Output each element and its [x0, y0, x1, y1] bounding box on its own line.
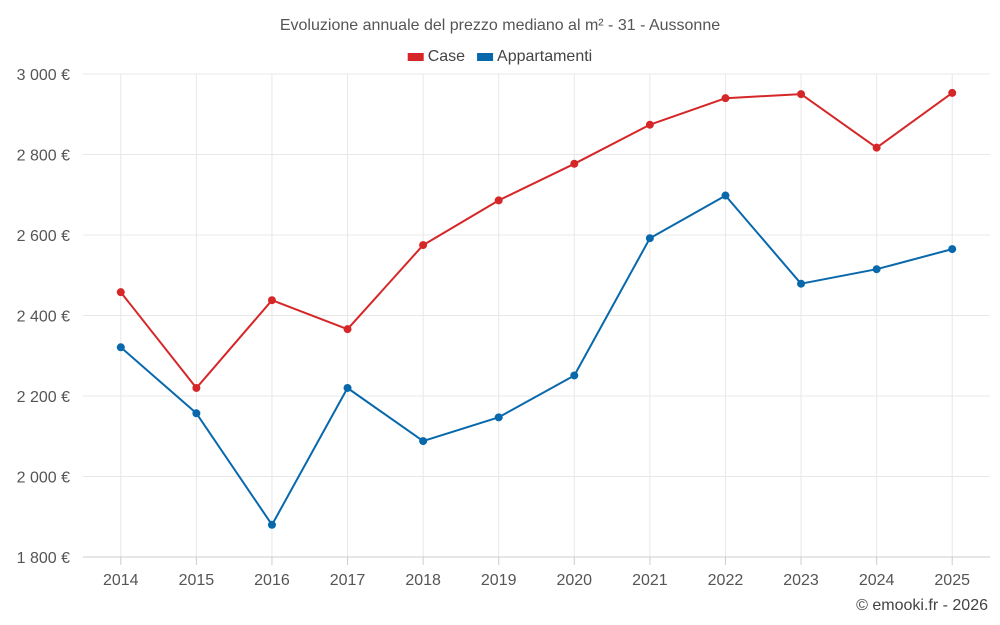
data-point-case[interactable]: [192, 383, 201, 392]
chart-title: Evoluzione annuale del prezzo mediano al…: [280, 17, 720, 34]
x-tick-label: 2019: [481, 572, 517, 589]
y-tick-label: 1 800 €: [17, 550, 70, 567]
x-tick-label: 2022: [708, 572, 744, 589]
data-point-case[interactable]: [267, 296, 276, 305]
data-point-case[interactable]: [570, 159, 579, 168]
x-tick-label: 2024: [859, 572, 895, 589]
legend-label: Appartamenti: [497, 48, 592, 65]
data-point-case[interactable]: [116, 288, 125, 297]
data-point-appartamenti[interactable]: [343, 383, 352, 392]
series-line-case: [120, 92, 953, 389]
data-point-case[interactable]: [494, 196, 503, 205]
data-point-appartamenti[interactable]: [116, 343, 125, 352]
x-tick-label: 2023: [783, 572, 819, 589]
data-point-appartamenti[interactable]: [570, 371, 579, 380]
y-tick-label: 3 000 €: [17, 67, 70, 84]
x-tick-label: 2018: [405, 572, 441, 589]
data-point-appartamenti[interactable]: [797, 279, 806, 288]
data-point-case[interactable]: [721, 94, 730, 103]
x-tick-label: 2020: [556, 572, 592, 589]
y-axis: 1 800 € 2 000 € 2 200 € 2 400 € 2 600 € 2 800…: [17, 67, 70, 567]
x-tick-label: 2014: [103, 572, 139, 589]
y-tick-label: 2 600 €: [17, 228, 70, 245]
y-tick-label: 2 200 €: [17, 389, 70, 406]
data-point-case[interactable]: [419, 241, 428, 250]
y-tick-label: 2 000 €: [17, 470, 70, 487]
data-point-appartamenti[interactable]: [419, 437, 428, 446]
legend-item-case[interactable]: Case: [407, 48, 465, 65]
legend-swatch: [477, 53, 494, 61]
data-point-case[interactable]: [797, 90, 806, 99]
series-group: [116, 88, 957, 529]
data-point-appartamenti[interactable]: [645, 234, 654, 243]
y-tick-label: 2 800 €: [17, 148, 70, 165]
data-point-appartamenti[interactable]: [494, 413, 503, 422]
grid: [83, 73, 990, 557]
legend-label: Case: [428, 48, 465, 65]
x-axis: 2014 2015 2016 2017 2018 2019 2020 2021 2022 2023…: [83, 556, 990, 589]
x-tick-label: 2021: [632, 572, 668, 589]
legend: Case Appartamenti: [407, 48, 592, 65]
x-tick-label: 2017: [330, 572, 366, 589]
data-point-case[interactable]: [948, 88, 957, 97]
x-tick-label: 2025: [934, 572, 970, 589]
data-point-appartamenti[interactable]: [948, 245, 957, 254]
legend-swatch: [407, 53, 424, 61]
legend-item-appartamenti[interactable]: Appartamenti: [477, 48, 592, 65]
data-point-appartamenti[interactable]: [872, 265, 881, 274]
y-tick-label: 2 400 €: [17, 309, 70, 326]
series-line-appartamenti: [120, 194, 953, 526]
x-tick-label: 2016: [254, 572, 290, 589]
data-point-case[interactable]: [645, 120, 654, 129]
data-point-appartamenti[interactable]: [267, 520, 276, 529]
data-point-appartamenti[interactable]: [192, 409, 201, 418]
data-point-appartamenti[interactable]: [721, 191, 730, 200]
data-point-case[interactable]: [872, 143, 881, 152]
data-point-case[interactable]: [343, 325, 352, 334]
credit-text: © emooki.fr - 2026: [856, 597, 988, 614]
x-tick-label: 2015: [179, 572, 215, 589]
